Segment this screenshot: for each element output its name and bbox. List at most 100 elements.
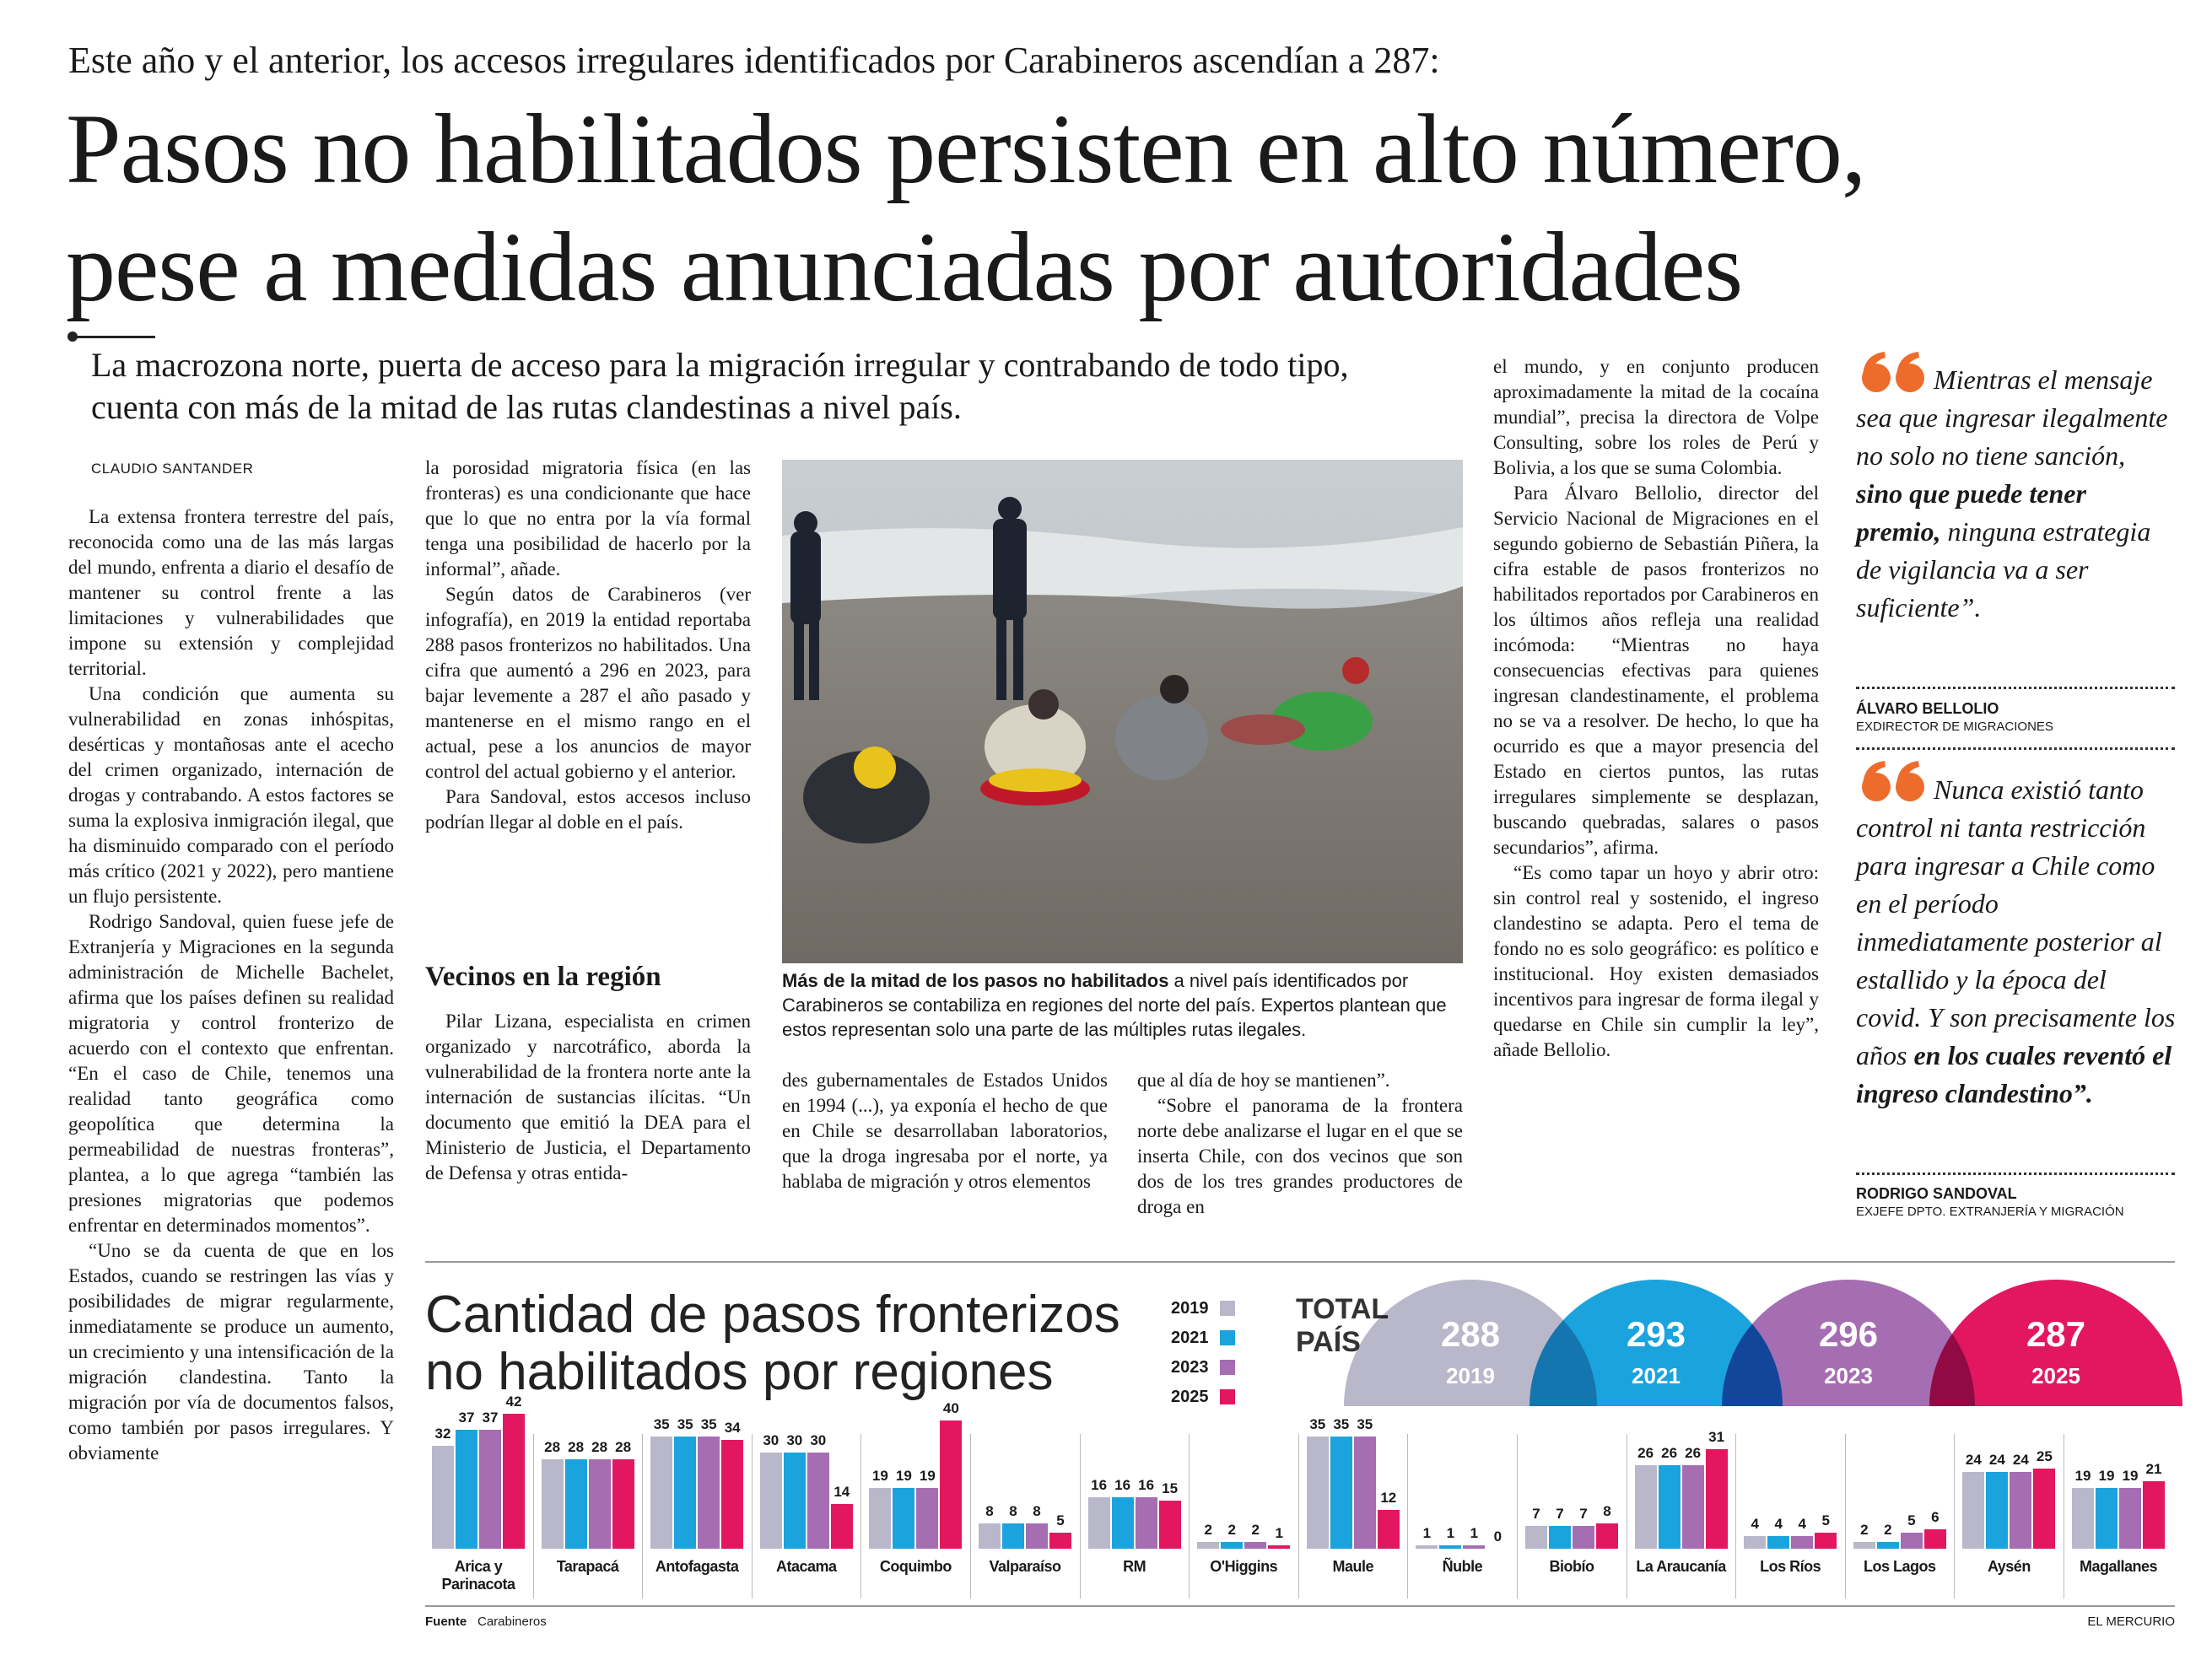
group-separator [532, 1434, 534, 1598]
bar-value-label: 37 [458, 1410, 475, 1426]
legend-swatch [1220, 1389, 1235, 1404]
bar-value-label: 14 [834, 1483, 850, 1500]
bar [503, 1414, 525, 1549]
emphasis: sino que puede tener premio, [1856, 478, 2086, 547]
category-label: Aysén [1987, 1558, 2031, 1575]
total-disc [1929, 1280, 2182, 1406]
category-label: Biobío [1549, 1558, 1595, 1575]
bar [1767, 1535, 1790, 1549]
legend-swatch [1220, 1330, 1235, 1345]
paragraph: Para Álvaro Bellolio, director del Servi… [1493, 482, 1819, 858]
bar-value-label: 5 [1056, 1512, 1065, 1528]
article-column: la porosidad migratoria física (en las f… [425, 456, 751, 835]
bar [759, 1453, 782, 1549]
bar-value-label: 35 [653, 1416, 670, 1432]
bar-value-label: 35 [1357, 1416, 1373, 1432]
chart-rule [425, 1605, 2175, 1607]
category-label: Coquimbo [879, 1558, 952, 1575]
divider [1856, 1173, 2175, 1175]
bar-value-label: 8 [1603, 1502, 1611, 1519]
bar [1705, 1449, 1728, 1549]
bar-value-label: 31 [1708, 1429, 1725, 1446]
bar-value-label: 5 [1907, 1512, 1916, 1528]
quote-role: EXDIRECTOR DE MIGRACIONES [1856, 720, 2053, 734]
group-separator [1517, 1434, 1518, 1598]
article-column: Pilar Lizana, especialista en crimen org… [425, 1009, 751, 1186]
bar [1439, 1545, 1462, 1549]
bar [1596, 1523, 1618, 1549]
divider [1856, 747, 2175, 750]
bar-value-label: 7 [1532, 1506, 1540, 1523]
bar-value-label: 30 [810, 1432, 827, 1448]
total-value: 293 [1627, 1314, 1686, 1354]
kicker: Este año y el anterior, los accesos irre… [68, 40, 1440, 81]
article-column: des gubernamentales de Estados Unidos en… [782, 1068, 1108, 1194]
bar [2096, 1487, 2118, 1549]
total-disc [1530, 1280, 1783, 1406]
bar [2033, 1469, 2056, 1549]
paragraph: el mundo, y en conjunto producen aproxim… [1493, 356, 1819, 478]
bar [1221, 1542, 1244, 1549]
bar [1549, 1526, 1571, 1549]
bar-value-label: 8 [1009, 1502, 1017, 1519]
byline: CLAUDIO SANTANDER [91, 461, 254, 477]
bar-value-label: 19 [2098, 1467, 2115, 1484]
chart-title: Cantidad de pasos fronterizos [425, 1286, 1120, 1344]
emphasis: Más de la mitad de los pasos no habilita… [782, 970, 1169, 991]
quote: Mientras el mensaje sea que ingresar ile… [1856, 361, 2177, 627]
bar-value-label: 19 [2074, 1467, 2091, 1484]
totals-graphic: 288 2019 293 2021 296 2023 287 2025 [1344, 1280, 2182, 1406]
bar [1900, 1533, 1923, 1549]
bar [1634, 1465, 1657, 1549]
divider [1856, 687, 2175, 689]
bar [564, 1458, 587, 1549]
bar [1525, 1526, 1547, 1549]
total-label: TOTAL [1296, 1293, 1389, 1325]
bar [1049, 1533, 1071, 1549]
article-column: La extensa frontera terrestre del país, … [68, 504, 394, 1466]
bar [1962, 1471, 1985, 1549]
rule-dot [67, 332, 78, 342]
bar [1416, 1545, 1438, 1549]
article-column: que al día de hoy se mantienen”. “Sobre e… [1137, 1068, 1463, 1220]
headline: pese a medidas anunciadas por autoridade… [66, 212, 1743, 322]
headline: Pasos no habilitados persisten en alto n… [66, 94, 1866, 204]
bar [807, 1453, 829, 1549]
quote-mark [1862, 761, 1924, 801]
bar-value-label: 6 [1931, 1509, 1940, 1526]
group-separator [970, 1434, 971, 1598]
bar [2119, 1487, 2141, 1549]
legend-swatch [1220, 1360, 1235, 1375]
bar [479, 1430, 501, 1549]
bar-value-label: 25 [2036, 1448, 2053, 1464]
paragraph: des gubernamentales de Estados Unidos en… [782, 1070, 1108, 1192]
bar [783, 1453, 806, 1549]
bar-value-label: 26 [1685, 1445, 1702, 1462]
total-year: 2021 [1632, 1363, 1681, 1388]
bar [1158, 1501, 1181, 1549]
category-label: Ñuble [1442, 1558, 1483, 1575]
bar [1135, 1497, 1157, 1549]
bar-value-label: 8 [985, 1502, 994, 1519]
bar [456, 1430, 477, 1549]
legend-swatch [1220, 1301, 1235, 1316]
bar [1923, 1529, 1946, 1549]
bar [2143, 1481, 2165, 1549]
bar-value-label: 12 [1380, 1490, 1397, 1507]
bar [1573, 1526, 1594, 1549]
paragraph: Pilar Lizana, especialista en crimen org… [425, 1011, 751, 1183]
quote-role: EXJEFE DPTO. EXTRANJERÍA Y MIGRACIÓN [1856, 1205, 2124, 1219]
total-disc [1722, 1280, 1975, 1406]
group-separator [1189, 1434, 1190, 1598]
bar-value-label: 42 [505, 1394, 522, 1410]
bar-value-label: 30 [763, 1432, 780, 1448]
paragraph: La extensa frontera terrestre del país, … [68, 506, 394, 679]
bar [893, 1487, 915, 1549]
category-label: La Araucanía [1636, 1558, 1726, 1575]
publisher: EL MERCURIO [2087, 1615, 2175, 1629]
quote-mark [1862, 352, 1924, 392]
group-separator [1407, 1434, 1409, 1598]
quote: Nunca existió tanto control ni tanta res… [1856, 771, 2177, 1113]
bar-value-label: 21 [2145, 1461, 2162, 1478]
